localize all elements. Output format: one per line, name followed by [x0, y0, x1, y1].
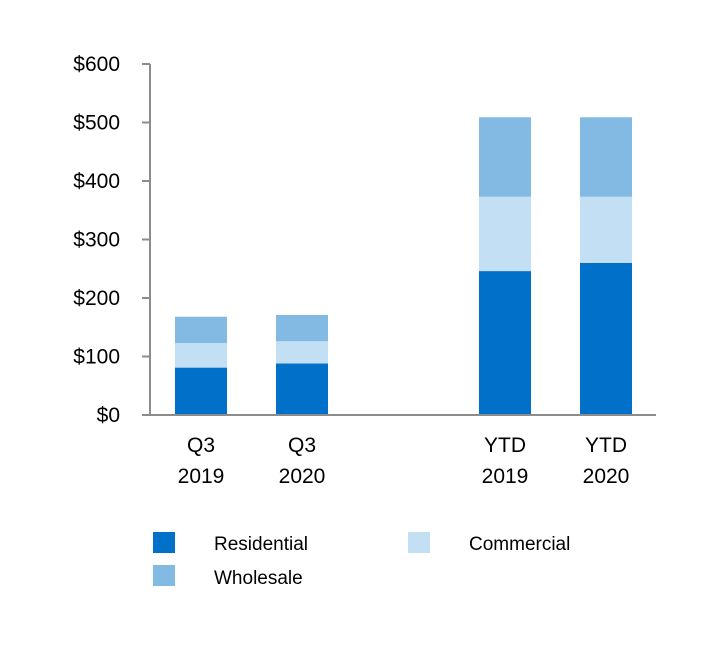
- y-tick-label: $600: [73, 53, 120, 76]
- y-tick-label: $0: [97, 404, 120, 427]
- legend-label: Wholesale: [214, 568, 303, 589]
- bar-segment-wholesale: [276, 314, 328, 342]
- y-tick-label: $500: [73, 112, 120, 135]
- category-label-line2: 2019: [482, 465, 529, 488]
- bar-segment-residential: [580, 262, 632, 415]
- bar-stack-ytd-2020: [580, 117, 632, 415]
- legend-swatch-wholesale: [153, 565, 175, 586]
- legend-item-residential: Residential: [153, 532, 308, 555]
- bar-stack-ytd-2019: [479, 117, 531, 415]
- category-label-line2: 2020: [279, 465, 326, 488]
- bar-segment-commercial: [479, 196, 531, 272]
- bar-segment-wholesale: [175, 316, 227, 344]
- y-tick-label: $400: [73, 170, 120, 193]
- y-tick-label: $200: [73, 287, 120, 310]
- category-label-line1: YTD: [484, 434, 526, 457]
- category-label-line1: YTD: [585, 434, 627, 457]
- legend-item-wholesale: Wholesale: [153, 565, 303, 589]
- bars: [175, 117, 632, 415]
- y-axis-ticks: $0 $100 $200 $300 $400 $500 $600: [73, 53, 150, 427]
- bar-segment-residential: [276, 363, 328, 415]
- bar-segment-commercial: [175, 343, 227, 368]
- legend-label: Residential: [214, 534, 308, 555]
- legend-label: Commercial: [469, 534, 570, 555]
- category-label-line1: Q3: [288, 434, 316, 457]
- legend-swatch-commercial: [408, 532, 430, 553]
- bar-segment-residential: [479, 271, 531, 415]
- x-axis-category-labels: Q3 2019 Q3 2020 YTD 2019 YTD 2020: [178, 434, 630, 488]
- bar-segment-residential: [175, 367, 227, 415]
- axes: [149, 64, 656, 416]
- legend-swatch-residential: [153, 532, 175, 553]
- bar-segment-wholesale: [479, 117, 531, 197]
- bar-stack-q3-2019: [175, 316, 227, 415]
- category-label-line2: 2019: [178, 465, 225, 488]
- bar-segment-commercial: [580, 196, 632, 263]
- legend: Residential Commercial Wholesale: [153, 532, 570, 589]
- category-label-line2: 2020: [583, 465, 630, 488]
- legend-item-commercial: Commercial: [408, 532, 570, 555]
- y-tick-label: $100: [73, 346, 120, 369]
- bar-segment-wholesale: [580, 117, 632, 197]
- bar-segment-commercial: [276, 341, 328, 364]
- category-label-line1: Q3: [187, 434, 215, 457]
- y-tick-label: $300: [73, 229, 120, 252]
- bar-stack-q3-2020: [276, 314, 328, 415]
